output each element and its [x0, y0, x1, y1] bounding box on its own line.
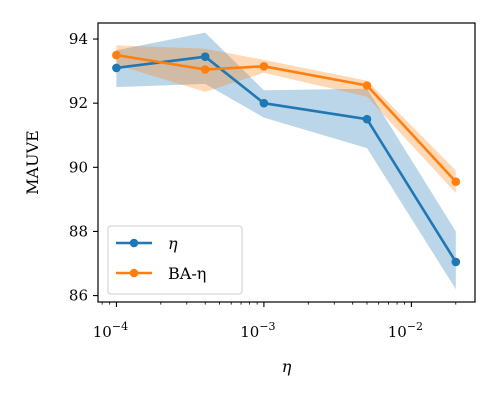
- point-eta: [451, 257, 461, 267]
- band-eta: [116, 32, 456, 290]
- x-axis-label: η: [282, 357, 292, 376]
- confidence-bands: [116, 32, 456, 290]
- point-eta: [259, 98, 269, 108]
- legend-label-eta: η: [168, 234, 178, 253]
- point-ba-eta: [200, 65, 210, 74]
- point-eta: [200, 52, 210, 61]
- x-axis-ticks: 10−4 10−3 10−2: [93, 302, 457, 341]
- plot-frame: [97, 22, 476, 303]
- legend: η BA-η: [107, 225, 243, 295]
- x-tick-label: 10−3: [240, 320, 275, 341]
- y-tick-label: 90: [69, 158, 88, 176]
- series-points: [112, 50, 461, 267]
- point-ba-eta: [451, 177, 461, 186]
- y-axis-label: MAUVE: [23, 130, 42, 195]
- y-tick-label: 88: [69, 222, 88, 240]
- legend-marker-ba-eta: [129, 268, 139, 278]
- point-ba-eta: [112, 50, 121, 60]
- point-ba-eta: [259, 62, 269, 71]
- y-axis-ticks: 86 88 90 92 94: [69, 30, 98, 305]
- legend-label-ba-eta: BA-η: [168, 264, 206, 283]
- legend-marker-eta: [129, 238, 139, 248]
- x-tick-label: 10−2: [388, 320, 423, 341]
- point-ba-eta: [362, 81, 372, 90]
- x-tick-label: 10−4: [93, 320, 128, 341]
- band-ba-eta: [116, 45, 456, 194]
- y-tick-label: 86: [69, 287, 88, 305]
- y-tick-label: 92: [69, 94, 88, 112]
- point-eta: [362, 114, 372, 124]
- y-tick-label: 94: [69, 30, 88, 48]
- point-eta: [112, 63, 121, 73]
